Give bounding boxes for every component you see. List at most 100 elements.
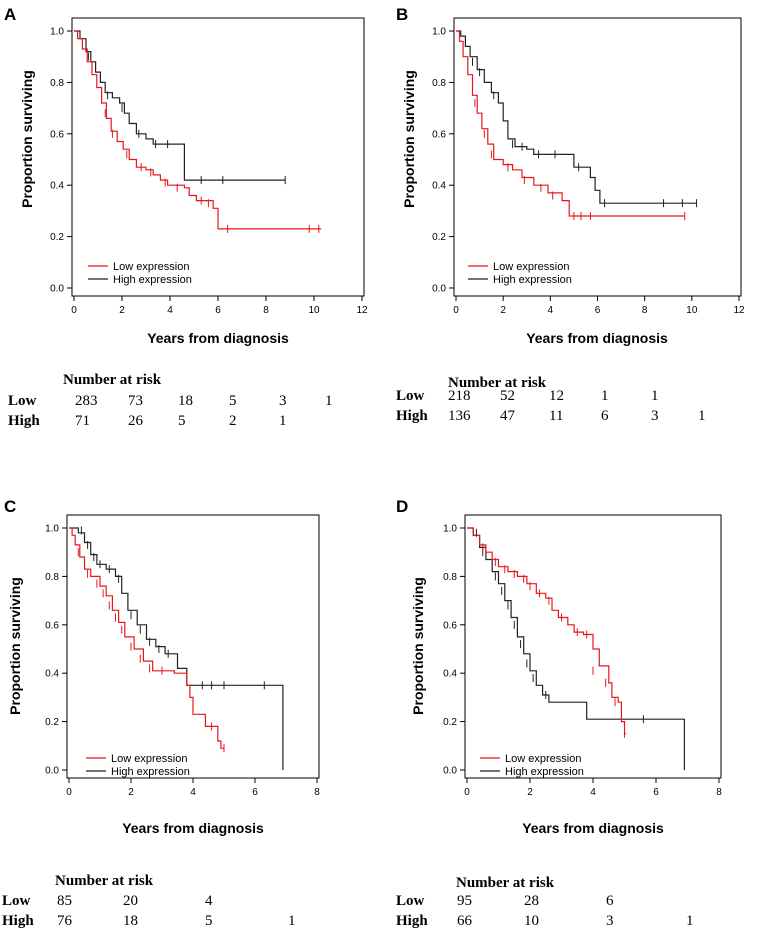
panel-b-risk-high-label: High	[396, 408, 428, 424]
panel-b-xtick-label: 10	[686, 305, 698, 316]
panel-b-plot-frame	[453, 17, 742, 297]
panel-a-legend-high-label: High expression	[113, 274, 192, 286]
panel-a-xtick-label: 10	[308, 305, 320, 316]
panel-b: B 0.0 0.2 0.4 0.6 0.8 1.0 0 2 4 6 8 10 12 Proportion s…	[396, 5, 745, 424]
panel-a-legend-low-label: Low expression	[113, 261, 189, 273]
panel-b-risk-low-value: 1	[601, 388, 609, 404]
panel-b-risk-low-value: 218	[448, 388, 471, 404]
panel-b-ytick-label: 0.0	[432, 284, 446, 295]
panel-c-ytick-label: 0.2	[45, 717, 59, 728]
panel-a-risk-low-value: 3	[279, 393, 287, 409]
panel-c-ylabel: Proportion surviving	[7, 577, 23, 715]
panel-b-ytick-label: 0.8	[432, 78, 446, 89]
panel-d-ytick-label: 1.0	[443, 524, 457, 535]
panel-b-risk-low-value: 12	[549, 388, 564, 404]
panel-c-risk-high-value: 5	[205, 913, 213, 929]
panel-c-risk-high-value: 1	[288, 913, 296, 929]
panel-a-risk-low-value: 1	[325, 393, 333, 409]
panel-b-risk-low-value: 1	[651, 388, 659, 404]
panel-b-risk-high-value: 3	[651, 408, 659, 424]
panel-c-xtick-label: 2	[128, 787, 134, 798]
panel-d: D 0.0 0.2 0.4 0.6 0.8 1.0 0 2 4 6 8 Proportion survi…	[396, 497, 722, 929]
panel-b-xtick-label: 0	[453, 305, 459, 316]
panel-a-ylabel: Proportion surviving	[19, 70, 35, 208]
panel-c-risk-low-value: 85	[57, 893, 72, 909]
panel-d-letter: D	[396, 497, 408, 516]
panel-b-risk-high-value: 11	[549, 408, 563, 424]
panel-b-xtick-label: 8	[642, 305, 648, 316]
panel-d-risk-low-label: Low	[396, 893, 425, 909]
panel-c-legend-high-label: High expression	[111, 766, 190, 778]
panel-a-xtick-label: 0	[71, 305, 77, 316]
panel-d-ytick-label: 0.2	[443, 717, 457, 728]
panel-a-ytick-label: 1.0	[50, 27, 64, 38]
panel-a-risk-high-value: 26	[128, 413, 144, 429]
panel-c-risk-high-value: 76	[57, 913, 73, 929]
panel-c-xtick-label: 4	[190, 787, 196, 798]
panel-d-ytick-label: 0.6	[443, 620, 457, 631]
panel-d-risk-high-value: 66	[457, 913, 473, 929]
panel-a-risk-low-value: 18	[178, 393, 193, 409]
panel-b-risk-low-value: 52	[500, 388, 515, 404]
panel-c-xtick-label: 8	[314, 787, 320, 798]
panel-c-ytick-label: 0.4	[45, 669, 59, 680]
panel-d-legend-low-label: Low expression	[505, 753, 581, 765]
panel-c-ytick-label: 0.8	[45, 572, 59, 583]
panel-a-ytick-label: 0.6	[50, 129, 64, 140]
panel-a-xtick-label: 8	[263, 305, 269, 316]
panel-a-risk-low-value: 5	[229, 393, 237, 409]
panel-b-risk-high-value: 6	[601, 408, 609, 424]
panel-a-ytick-label: 0.4	[50, 181, 64, 192]
panel-b-ylabel: Proportion surviving	[401, 70, 417, 208]
panel-b-letter: B	[396, 5, 408, 24]
panel-c-risk-high-value: 18	[123, 913, 138, 929]
panel-b-risk-title: Number at risk	[448, 375, 547, 391]
panel-b-xtick-label: 2	[500, 305, 506, 316]
panel-d-xlabel: Years from diagnosis	[522, 820, 664, 836]
panel-c-xtick-label: 6	[252, 787, 258, 798]
panel-a-high-curve	[74, 30, 286, 181]
panel-c: C 0.0 0.2 0.4 0.6 0.8 1.0 0 2 4 6 8 Proportion survi…	[2, 497, 320, 929]
panel-d-xtick-label: 4	[590, 787, 596, 798]
panel-a-ytick-label: 0.2	[50, 232, 64, 243]
panel-d-high-curve	[467, 527, 685, 770]
panel-b-legend-low-label: Low expression	[493, 261, 569, 273]
panel-d-risk-high-value: 10	[524, 913, 539, 929]
panel-d-ylabel: Proportion surviving	[410, 577, 426, 715]
panel-a-risk-high-value: 71	[75, 413, 90, 429]
panel-b-xtick-label: 4	[548, 305, 554, 316]
panel-b-risk-high-value: 47	[500, 408, 516, 424]
panel-a-ytick-label: 0.0	[50, 284, 64, 295]
panel-d-xtick-label: 0	[464, 787, 470, 798]
panel-b-low-curve	[456, 30, 685, 217]
panel-d-legend-high-label: High expression	[505, 766, 584, 778]
panel-a-risk-low-value: 73	[128, 393, 143, 409]
panel-b-risk-high-value: 1	[698, 408, 706, 424]
panel-a-ytick-label: 0.8	[50, 78, 64, 89]
panel-a-risk-high-value: 2	[229, 413, 237, 429]
panel-d-risk-low-value: 95	[457, 893, 472, 909]
panel-a-letter: A	[4, 5, 16, 24]
panel-b-xtick-label: 12	[733, 305, 745, 316]
panel-b-risk-high-value: 136	[448, 408, 471, 424]
panel-c-xlabel: Years from diagnosis	[122, 820, 264, 836]
panel-d-risk-title: Number at risk	[456, 875, 555, 891]
panel-a-xlabel: Years from diagnosis	[147, 330, 289, 346]
panel-c-risk-low-value: 4	[205, 893, 213, 909]
panel-c-risk-title: Number at risk	[55, 873, 154, 889]
panel-b-ytick-label: 0.2	[432, 232, 446, 243]
panel-c-plot-frame	[66, 514, 320, 779]
panel-d-xtick-label: 8	[716, 787, 722, 798]
panel-c-legend-low-label: Low expression	[111, 753, 187, 765]
panel-c-ytick-label: 0.6	[45, 620, 59, 631]
panel-b-xtick-label: 6	[595, 305, 601, 316]
panel-b-ytick-label: 1.0	[432, 27, 446, 38]
panel-b-legend-high-label: High expression	[493, 274, 572, 286]
panel-b-risk-low-label: Low	[396, 388, 425, 404]
panel-c-low-curve	[69, 527, 224, 749]
panel-c-xtick-label: 0	[66, 787, 72, 798]
panel-d-xtick-label: 6	[653, 787, 659, 798]
panel-a-xtick-label: 4	[167, 305, 173, 316]
